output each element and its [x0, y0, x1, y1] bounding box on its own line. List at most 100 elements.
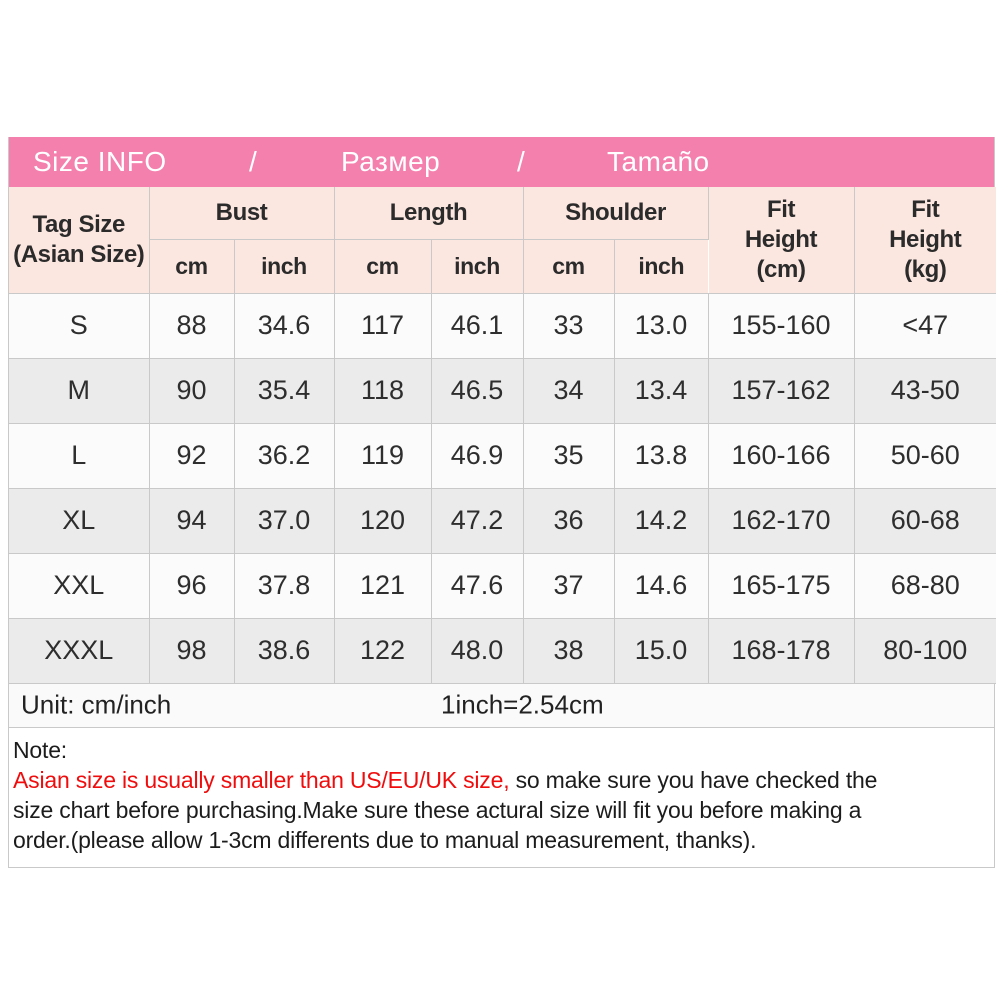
value-cell: 36.2: [234, 423, 335, 489]
size-chart-panel: Size INFO / Размер / Tamaño Tag Size (As…: [8, 137, 997, 868]
value-cell: 35: [523, 423, 615, 489]
fit-height-kg-line1: Fit: [911, 195, 940, 223]
table-row: M 90 35.4 118 46.5 34 13.4 157-162 43-50: [9, 358, 997, 424]
size-label-cell: L: [9, 423, 150, 489]
table-row: XXL 96 37.8 121 47.6 37 14.6 165-175 68-80: [9, 553, 997, 619]
value-cell: 38: [523, 618, 615, 684]
size-chart-banner: Size INFO / Размер / Tamaño: [9, 137, 994, 187]
value-cell: 37.0: [234, 488, 335, 554]
value-cell: 13.0: [614, 293, 709, 359]
value-cell: 88: [149, 293, 235, 359]
col-header-fit-height-cm: Fit Height (cm): [708, 187, 855, 294]
value-cell: 120: [334, 488, 432, 554]
value-cell: 46.1: [431, 293, 524, 359]
value-cell: 33: [523, 293, 615, 359]
col-header-shoulder: Shoulder: [523, 187, 709, 240]
size-table-body: S 88 34.6 117 46.1 33 13.0 155-160 <47 M 90 35.4 118…: [9, 293, 997, 684]
value-cell: 46.5: [431, 358, 524, 424]
value-cell: 118: [334, 358, 432, 424]
subcol-shoulder-cm: cm: [523, 239, 615, 294]
value-cell: 121: [334, 553, 432, 619]
value-cell: 80-100: [854, 618, 997, 684]
value-cell: 60-68: [854, 488, 997, 554]
value-cell: 13.8: [614, 423, 709, 489]
value-cell: 68-80: [854, 553, 997, 619]
value-cell: 35.4: [234, 358, 335, 424]
banner-separator: /: [517, 146, 526, 177]
value-cell: 117: [334, 293, 432, 359]
value-cell: 160-166: [708, 423, 855, 489]
table-row: L 92 36.2 119 46.9 35 13.8 160-166 50-60: [9, 423, 997, 489]
value-cell: 155-160: [708, 293, 855, 359]
tag-size-line1: Tag Size: [32, 210, 126, 238]
tag-size-line2: (Asian Size): [13, 240, 145, 268]
note-line-3: order.(please allow 1-3cm differents due…: [13, 826, 757, 853]
value-cell: 47.2: [431, 488, 524, 554]
note-line-1: Asian size is usually smaller than US/EU…: [13, 765, 986, 795]
note-line-2: size chart before purchasing.Make sure t…: [13, 796, 862, 823]
value-cell: 157-162: [708, 358, 855, 424]
banner-title-ru: Размер: [341, 146, 441, 177]
fit-height-cm-line3: (cm): [756, 255, 806, 283]
value-cell: 90: [149, 358, 235, 424]
size-label-cell: XXL: [9, 553, 150, 619]
subcol-length-cm: cm: [334, 239, 432, 294]
header-unit-row: cm inch cm inch cm inch: [9, 239, 996, 294]
value-cell: 38.6: [234, 618, 335, 684]
value-cell: 34.6: [234, 293, 335, 359]
value-cell: 92: [149, 423, 235, 489]
note-warning-red: Asian size is usually smaller than US/EU…: [13, 766, 510, 793]
value-cell: <47: [854, 293, 997, 359]
value-cell: 36: [523, 488, 615, 554]
table-row: S 88 34.6 117 46.1 33 13.0 155-160 <47: [9, 293, 997, 359]
col-header-length: Length: [334, 187, 524, 240]
size-label-cell: XXXL: [9, 618, 150, 684]
value-cell: 37: [523, 553, 615, 619]
value-cell: 162-170: [708, 488, 855, 554]
value-cell: 13.4: [614, 358, 709, 424]
banner-title-es: Tamaño: [607, 146, 710, 177]
size-table-header: Tag Size (Asian Size) Bust Length Should…: [9, 187, 997, 294]
size-label-cell: S: [9, 293, 150, 359]
value-cell: 96: [149, 553, 235, 619]
col-header-tag-size: Tag Size (Asian Size): [9, 187, 150, 294]
note-line-1-rest: so make sure you have checked the: [509, 766, 878, 793]
subcol-bust-cm: cm: [149, 239, 235, 294]
size-table: Tag Size (Asian Size) Bust Length Should…: [9, 187, 997, 684]
value-cell: 98: [149, 618, 235, 684]
table-row: XXXL 98 38.6 122 48.0 38 15.0 168-178 80-100: [9, 618, 997, 684]
fit-height-cm-line1: Fit: [766, 195, 796, 223]
value-cell: 15.0: [614, 618, 709, 684]
value-cell: 165-175: [708, 553, 855, 619]
col-header-bust: Bust: [149, 187, 335, 240]
size-label-cell: M: [9, 358, 150, 424]
banner-title-en: Size INFO: [33, 146, 167, 177]
note-section: Note: Asian size is usually smaller than…: [9, 727, 994, 867]
unit-strip: Unit: cm/inch 1inch=2.54cm: [9, 683, 994, 728]
subcol-length-inch: inch: [431, 239, 524, 294]
value-cell: 48.0: [431, 618, 524, 684]
note-label: Note:: [13, 736, 67, 763]
unit-label: Unit: cm/inch: [21, 689, 172, 720]
unit-conversion: 1inch=2.54cm: [441, 689, 604, 720]
value-cell: 168-178: [708, 618, 855, 684]
fit-height-kg-line3: (kg): [904, 255, 947, 283]
subcol-shoulder-inch: inch: [614, 239, 709, 294]
col-header-fit-height-kg: Fit Height (kg): [854, 187, 997, 294]
table-row: XL 94 37.0 120 47.2 36 14.2 162-170 60-68: [9, 488, 997, 554]
header-group-row: Tag Size (Asian Size) Bust Length Should…: [9, 187, 997, 294]
value-cell: 47.6: [431, 553, 524, 619]
value-cell: 122: [334, 618, 432, 684]
value-cell: 46.9: [431, 423, 524, 489]
value-cell: 94: [149, 488, 235, 554]
fit-height-cm-line2: Height: [744, 225, 818, 253]
value-cell: 14.2: [614, 488, 709, 554]
value-cell: 50-60: [854, 423, 997, 489]
value-cell: 14.6: [614, 553, 709, 619]
fit-height-kg-line2: Height: [889, 225, 962, 253]
subcol-bust-inch: inch: [234, 239, 335, 294]
value-cell: 34: [523, 358, 615, 424]
banner-separator: /: [249, 146, 258, 177]
size-label-cell: XL: [9, 488, 150, 554]
value-cell: 43-50: [854, 358, 997, 424]
